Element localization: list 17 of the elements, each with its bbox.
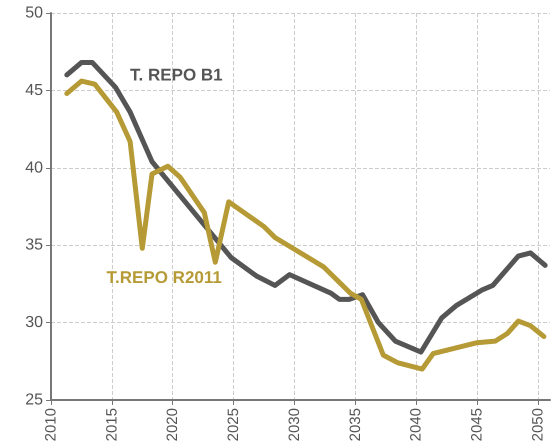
x-tick-label: 2010 <box>42 408 60 442</box>
y-tick-label: 45 <box>25 82 44 99</box>
series-label: T.REPO R2011 <box>106 268 222 288</box>
x-tick-label: 2025 <box>225 408 242 442</box>
y-tick-label: 40 <box>25 159 44 176</box>
x-tick-label: 2030 <box>286 408 303 442</box>
y-tick-label: 35 <box>25 236 44 254</box>
x-tick-label: 2035 <box>346 408 364 442</box>
y-tick-label: 25 <box>25 392 44 408</box>
y-tick-label: 30 <box>25 314 44 332</box>
x-tick-label: 2040 <box>408 408 425 442</box>
x-tick-label: 2015 <box>103 408 120 442</box>
x-tick-label: 2045 <box>468 408 486 442</box>
series-label: T. REPO B1 <box>130 65 223 84</box>
y-tick-label: 50 <box>25 4 44 22</box>
x-tick-label: 2020 <box>164 408 182 442</box>
x-tick-label: 2050 <box>529 408 546 442</box>
